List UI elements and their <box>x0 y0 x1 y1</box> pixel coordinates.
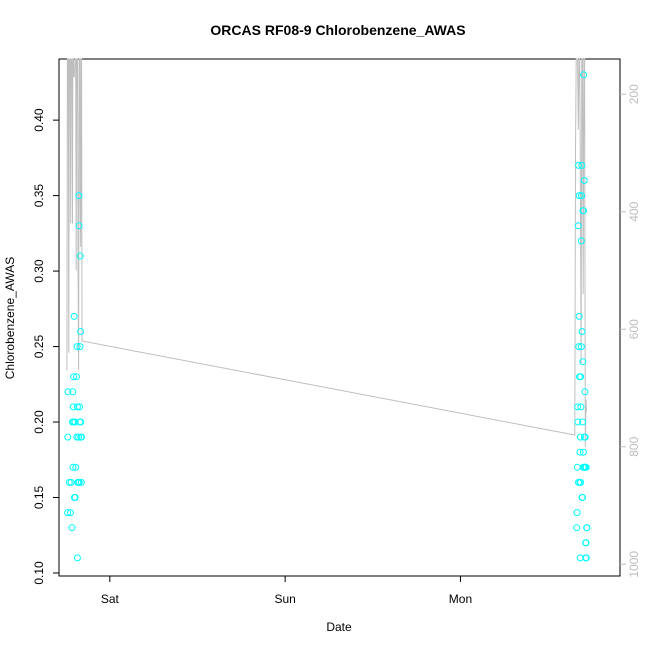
x-tick-label: Mon <box>449 592 472 606</box>
x-tick-label: Sat <box>101 592 120 606</box>
data-point <box>579 494 586 501</box>
y-tick-label: 0.15 <box>32 486 46 510</box>
data-point <box>575 312 583 320</box>
secondary-y-axis: 200 400 600 800 1000 <box>620 84 641 578</box>
data-point <box>75 478 83 486</box>
data-point <box>73 403 81 411</box>
data-point <box>76 403 83 411</box>
data-point <box>66 509 74 517</box>
data-point <box>64 433 72 441</box>
data-point <box>73 343 81 351</box>
data-point <box>582 539 590 547</box>
data-point <box>71 494 79 501</box>
data-point <box>578 328 586 335</box>
data-point <box>75 222 83 230</box>
data-point <box>579 358 587 366</box>
data-point <box>575 192 583 200</box>
pressure-line <box>66 58 587 447</box>
y-axis-label: Chlorobenzene_AWAS <box>3 257 17 380</box>
y2-tick-label: 800 <box>627 436 641 456</box>
data-point <box>67 478 75 486</box>
data-point <box>75 192 83 200</box>
y-tick-label: 0.20 <box>32 410 46 434</box>
chart-title: ORCAS RF08-9 Chlorobenzene_AWAS <box>210 22 465 38</box>
y-tick-label: 0.30 <box>32 259 46 283</box>
y2-tick-label: 1000 <box>627 551 641 578</box>
x-axis: Sat Sun Mon <box>101 576 472 606</box>
data-point <box>77 478 85 486</box>
data-point <box>577 478 585 486</box>
data-point <box>575 343 583 351</box>
data-point <box>575 161 583 169</box>
data-point <box>77 418 85 426</box>
data-point <box>573 524 581 532</box>
y2-tick-label: 200 <box>627 84 641 104</box>
data-point <box>76 343 84 351</box>
data-point <box>577 373 585 381</box>
data-point <box>577 403 585 411</box>
data-point <box>578 161 586 169</box>
y-tick-label: 0.35 <box>32 184 46 208</box>
data-point <box>577 343 585 351</box>
data-point <box>573 463 581 471</box>
points-layer <box>64 71 591 562</box>
data-point <box>583 524 591 532</box>
data-point <box>72 463 80 471</box>
data-point <box>576 448 584 456</box>
data-point <box>76 252 84 260</box>
data-point <box>573 509 581 517</box>
data-point <box>580 71 588 79</box>
pressure-line-layer <box>66 58 587 447</box>
data-point <box>73 373 80 381</box>
data-point <box>69 463 77 471</box>
data-point <box>64 509 72 517</box>
data-point <box>574 222 582 230</box>
data-point <box>64 388 72 396</box>
data-point <box>579 418 587 426</box>
data-point <box>73 554 81 562</box>
data-point <box>582 463 590 471</box>
data-point <box>578 192 586 200</box>
data-point <box>580 177 588 184</box>
data-point <box>577 237 585 245</box>
y-tick-label: 0.40 <box>32 108 46 132</box>
x-tick-label: Sun <box>274 592 295 606</box>
y-tick-label: 0.25 <box>32 335 46 359</box>
data-point <box>574 418 582 426</box>
data-point <box>77 328 85 335</box>
plot-frame <box>58 58 621 577</box>
data-point <box>580 207 587 215</box>
y-tick-label: 0.10 <box>32 561 46 585</box>
data-point <box>75 433 83 441</box>
x-axis-label: Date <box>326 620 352 634</box>
y-axis: 0.10 0.15 0.20 0.25 0.30 0.35 0.40 <box>32 108 59 585</box>
data-point <box>574 403 582 411</box>
data-point <box>581 388 589 396</box>
data-point <box>576 433 584 441</box>
data-point <box>70 373 78 381</box>
data-point <box>77 433 85 441</box>
data-point <box>581 433 589 441</box>
data-point <box>582 554 590 562</box>
y2-tick-label: 400 <box>627 201 641 221</box>
data-point <box>579 448 587 456</box>
y2-tick-label: 600 <box>627 319 641 339</box>
data-point <box>69 388 77 396</box>
data-point <box>70 312 78 320</box>
data-point <box>68 524 76 532</box>
